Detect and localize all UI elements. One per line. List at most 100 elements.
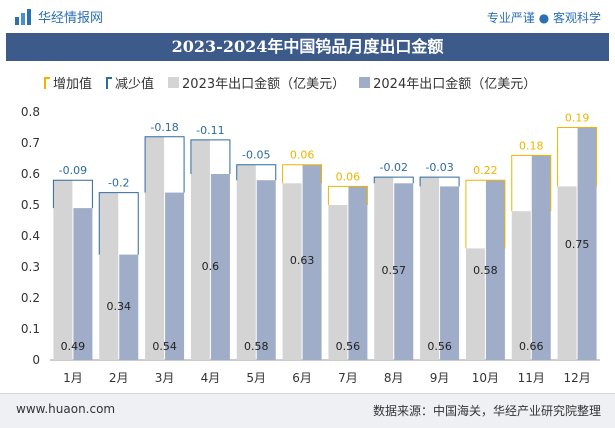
bar-2023 bbox=[420, 177, 440, 360]
y-tick-label: 0.8 bbox=[21, 105, 40, 119]
change-label: 0.19 bbox=[565, 112, 590, 125]
footer-website[interactable]: www.huaon.com bbox=[16, 402, 116, 416]
value-label-2024: 0.63 bbox=[290, 254, 315, 267]
x-tick-label: 10月 bbox=[472, 371, 499, 385]
change-label: -0.11 bbox=[196, 124, 224, 137]
value-label-2024: 0.49 bbox=[61, 340, 86, 353]
x-tick-label: 8月 bbox=[384, 371, 404, 385]
x-tick-label: 12月 bbox=[563, 371, 590, 385]
increase-bracket bbox=[282, 164, 323, 184]
bar-2023 bbox=[99, 192, 119, 360]
decrease-bracket bbox=[144, 136, 185, 193]
x-tick-label: 1月 bbox=[63, 371, 83, 385]
legend-label-2023: 2023年出口金额（亿美元） bbox=[182, 77, 346, 92]
increase-bracket bbox=[465, 179, 506, 249]
value-label-2024: 0.58 bbox=[473, 264, 498, 277]
change-label: -0.03 bbox=[425, 161, 453, 174]
value-label-2024: 0.66 bbox=[519, 340, 544, 353]
value-label-2024: 0.56 bbox=[336, 340, 361, 353]
y-tick-label: 0.1 bbox=[21, 322, 40, 336]
logo-icon bbox=[15, 8, 31, 25]
decrease-bracket bbox=[236, 164, 277, 181]
increase-swatch bbox=[44, 76, 50, 89]
change-label: 0.06 bbox=[336, 170, 361, 183]
y-tick-label: 0.5 bbox=[21, 198, 40, 212]
value-label-2024: 0.56 bbox=[427, 340, 452, 353]
value-label-2024: 0.75 bbox=[565, 238, 590, 251]
y-tick-label: 0.7 bbox=[21, 136, 40, 150]
x-tick-label: 3月 bbox=[155, 371, 175, 385]
change-label: -0.09 bbox=[59, 164, 87, 177]
bar-2024 bbox=[394, 183, 414, 360]
bar-2023 bbox=[511, 211, 531, 360]
site-name: 华经情报网 bbox=[38, 11, 104, 26]
x-tick-label: 5月 bbox=[246, 371, 266, 385]
decrease-bracket bbox=[373, 176, 414, 184]
legend-item-2024: 2024年出口金额（亿美元） bbox=[359, 73, 536, 92]
bar-chart: 0 0.1 0.2 0.3 0.4 0.5 0.6 0.7 0.8 -0.09 0.49 1月 -0.2… bbox=[21, 105, 600, 385]
x-tick-label: 4月 bbox=[201, 371, 221, 385]
legend-label-decrease: 减少值 bbox=[115, 77, 155, 92]
decrease-swatch bbox=[106, 76, 113, 89]
change-label: 0.06 bbox=[290, 149, 315, 162]
value-label-2024: 0.58 bbox=[244, 340, 269, 353]
bar-2023 bbox=[145, 136, 165, 360]
bar-2024 bbox=[440, 186, 460, 360]
legend-item-2023: 2023年出口金额（亿美元） bbox=[168, 73, 345, 92]
footer-source: 数据来源：中国海关，华经产业研究院整理 bbox=[372, 404, 601, 418]
bar-2024 bbox=[73, 208, 93, 360]
bar-2023 bbox=[236, 164, 256, 360]
bar-2023 bbox=[465, 248, 485, 360]
x-tick-label: 11月 bbox=[518, 371, 545, 385]
bar-2024 bbox=[119, 254, 139, 360]
change-label: 0.18 bbox=[519, 139, 544, 152]
legend-item-increase: 增加值 bbox=[44, 73, 92, 92]
x-tick-label: 9月 bbox=[430, 371, 450, 385]
y-tick-label: 0 bbox=[32, 353, 40, 367]
bar-2024 bbox=[210, 174, 230, 360]
swatch-2024 bbox=[359, 77, 371, 88]
bar-2023 bbox=[374, 177, 394, 360]
bar-2024 bbox=[348, 186, 368, 360]
y-tick-label: 0.2 bbox=[21, 291, 40, 305]
value-label-2024: 0.6 bbox=[202, 260, 220, 273]
bar-2024 bbox=[302, 164, 322, 360]
bar-2024 bbox=[165, 192, 185, 360]
chart-legend: 增加值 减少值 2023年出口金额（亿美元） 2024年出口金额（亿美元） bbox=[44, 73, 550, 92]
change-label: -0.2 bbox=[108, 177, 129, 190]
legend-label-increase: 增加值 bbox=[53, 77, 93, 92]
bar-2024 bbox=[485, 180, 505, 360]
x-tick-label: 6月 bbox=[292, 371, 312, 385]
value-label-2024: 0.34 bbox=[107, 300, 132, 313]
decrease-bracket bbox=[190, 139, 231, 174]
increase-bracket bbox=[557, 127, 598, 187]
swatch-2023 bbox=[168, 77, 180, 88]
bar-2023 bbox=[53, 180, 73, 360]
bar-2023 bbox=[190, 139, 210, 360]
change-label: 0.22 bbox=[473, 164, 498, 177]
x-tick-label: 2月 bbox=[109, 371, 129, 385]
decrease-bracket bbox=[98, 192, 139, 255]
y-tick-label: 0.3 bbox=[21, 260, 40, 274]
bar-2023 bbox=[282, 183, 302, 360]
chart-title: 2023-2024年中国钨品月度出口金额 bbox=[6, 33, 609, 61]
increase-bracket bbox=[511, 154, 552, 212]
tagline: 专业严谨 ● 客观科学 bbox=[486, 11, 601, 25]
y-tick-label: 0.4 bbox=[21, 229, 40, 243]
site-logo[interactable]: 华经情报网 bbox=[14, 7, 103, 26]
footer: www.huaon.com 数据来源：中国海关，华经产业研究院整理 bbox=[0, 393, 615, 428]
increase-bracket bbox=[327, 185, 368, 205]
bar-2023 bbox=[557, 186, 577, 360]
y-tick-label: 0.6 bbox=[21, 167, 40, 181]
bar-2024 bbox=[531, 155, 551, 360]
value-label-2024: 0.57 bbox=[382, 264, 407, 277]
value-label-2024: 0.54 bbox=[152, 340, 177, 353]
decrease-bracket bbox=[52, 179, 93, 209]
change-label: -0.05 bbox=[242, 149, 270, 162]
legend-item-decrease: 减少值 bbox=[106, 73, 154, 92]
bar-2023 bbox=[328, 205, 348, 360]
bar-2024 bbox=[577, 127, 597, 360]
change-label: -0.18 bbox=[150, 121, 178, 134]
decrease-bracket bbox=[419, 176, 460, 187]
top-bar: 华经情报网 专业严谨 ● 客观科学 bbox=[0, 0, 615, 32]
